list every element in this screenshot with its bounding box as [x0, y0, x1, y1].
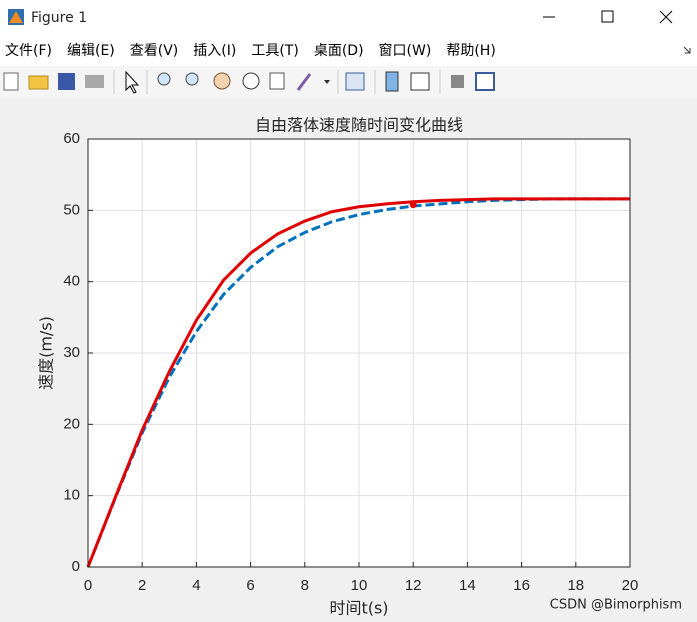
chart-title: 自由落体速度随时间变化曲线: [255, 116, 463, 135]
pan-icon[interactable]: [213, 72, 231, 90]
brush-icon[interactable]: [296, 73, 312, 91]
toolbar-icons: [3, 70, 495, 94]
x-axis-label: 时间t(s): [329, 599, 388, 618]
watermark: CSDN @Bimorphism: [550, 598, 682, 613]
x-tick-label: 0: [84, 577, 92, 594]
legend-icon[interactable]: [410, 72, 430, 91]
y-tick-label: 40: [63, 273, 80, 290]
close-button[interactable]: [659, 10, 673, 24]
x-tick-label: 8: [301, 577, 309, 594]
x-tick-label: 12: [405, 577, 422, 594]
pointer-icon[interactable]: [125, 70, 140, 94]
y-tick-label: 20: [63, 415, 80, 432]
app-icon: [8, 9, 24, 25]
zoom-out-icon[interactable]: [185, 72, 199, 86]
x-tick-label: 20: [622, 577, 639, 594]
menu-item[interactable]: 帮助(H): [446, 43, 495, 59]
save-icon[interactable]: [58, 73, 75, 90]
datatip-icon[interactable]: [269, 72, 285, 90]
dock-arrow[interactable]: [683, 46, 691, 54]
zoom-in-icon[interactable]: [157, 72, 171, 86]
show-tools-icon[interactable]: [475, 72, 495, 91]
menu-item[interactable]: 窗口(W): [379, 42, 432, 59]
x-tick-label: 18: [567, 577, 584, 594]
title-bar: [0, 0, 697, 35]
x-tick-label: 4: [192, 577, 200, 594]
rotate-icon[interactable]: [242, 72, 260, 90]
open-icon[interactable]: [28, 75, 49, 90]
menu-item[interactable]: 文件(F): [5, 43, 52, 59]
window-title: Figure 1: [31, 10, 87, 26]
y-tick-label: 0: [72, 558, 80, 575]
new-icon[interactable]: [3, 72, 19, 91]
link-icon[interactable]: [345, 72, 365, 91]
maximize-button[interactable]: [601, 10, 614, 23]
y-axis-label: 速度(m/s): [37, 316, 56, 390]
menu-item[interactable]: 插入(I): [193, 43, 236, 59]
y-tick-label: 30: [63, 344, 80, 361]
menu-item[interactable]: 查看(V): [130, 43, 179, 59]
point-marker: [409, 201, 417, 209]
menu-item[interactable]: 工具(T): [251, 43, 298, 59]
menu-item[interactable]: 编辑(E): [67, 43, 115, 59]
hide-tools-icon[interactable]: [451, 75, 464, 88]
menu-bar: [0, 35, 697, 66]
colorbar-icon[interactable]: [385, 71, 399, 92]
y-tick-label: 10: [63, 487, 80, 504]
series-line: [86, 197, 630, 568]
x-tick-label: 6: [246, 577, 254, 594]
print-icon[interactable]: [85, 75, 104, 88]
axes-box: [87, 138, 631, 568]
series-line: [86, 197, 630, 568]
x-tick-label: 14: [459, 577, 476, 594]
x-tick-label: 2: [138, 577, 146, 594]
menu-item[interactable]: 桌面(D): [314, 43, 364, 59]
y-tick-label: 50: [63, 201, 80, 218]
x-tick-label: 16: [513, 577, 530, 594]
y-tick-label: 60: [63, 130, 80, 147]
menu: 文件(F) 编辑(E) 查看(V) 插入(I) 工具(T) 桌面(D) 窗口(W) 帮助(H): [5, 42, 496, 59]
x-tick-label: 10: [351, 577, 368, 594]
